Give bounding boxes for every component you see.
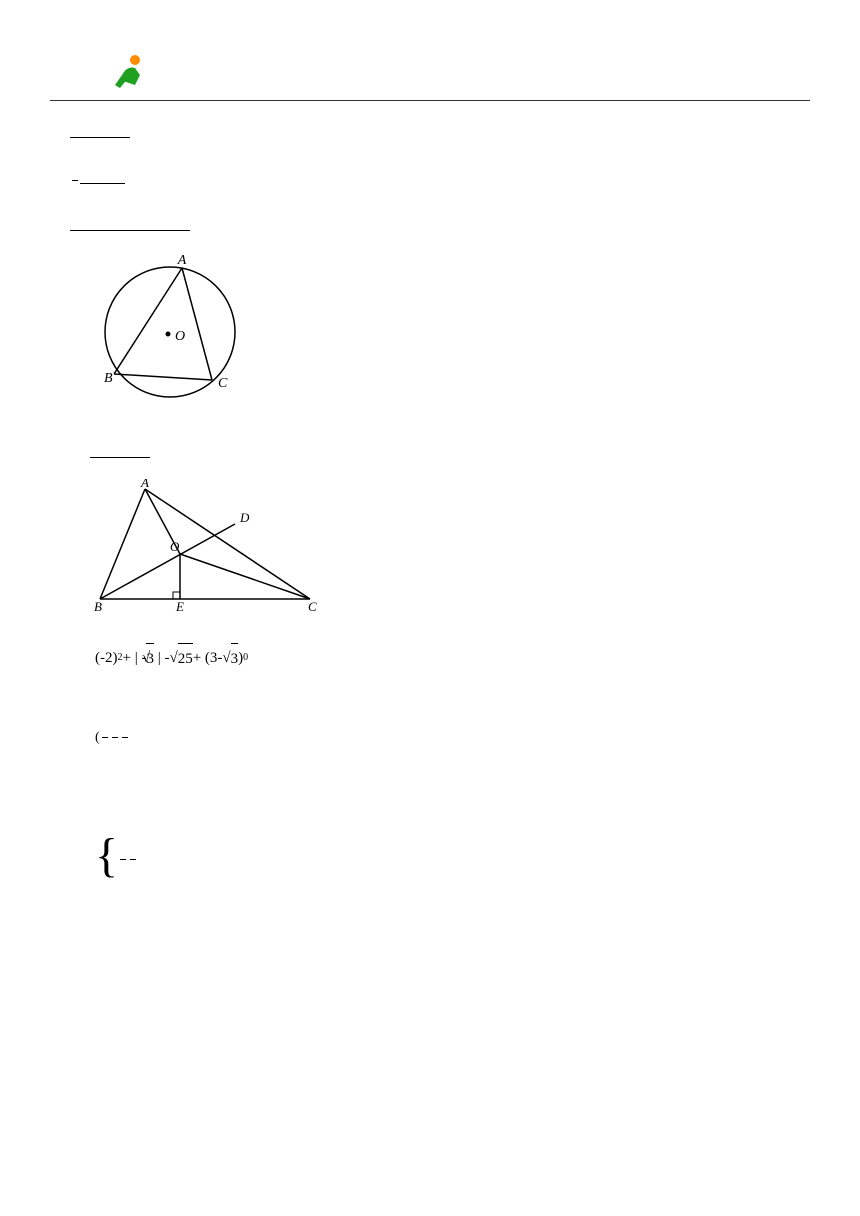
svg-text:A: A [177, 253, 187, 268]
blank [70, 122, 130, 138]
blank [90, 442, 150, 458]
svg-text:O: O [170, 539, 180, 554]
formula-y-kx [70, 180, 80, 181]
question-18: A B C D E O [70, 441, 790, 625]
blank [80, 168, 125, 184]
svg-text:A: A [140, 479, 149, 490]
question-19: (-2)2 + | -3√ | -√25 + (3-√3)0 ( [70, 643, 790, 752]
diagram-triangle: A B C D E O [90, 479, 790, 625]
question-15 [70, 121, 790, 149]
svg-text:B: B [104, 371, 113, 386]
svg-text:D: D [239, 510, 250, 525]
page-header [50, 0, 810, 101]
question-16 [70, 167, 790, 196]
svg-text:C: C [218, 376, 228, 391]
logo-icon [110, 50, 150, 90]
q19-part2: ( [95, 724, 790, 752]
inequality-system: { [95, 832, 138, 880]
question-20: { [70, 832, 790, 880]
question-17: A B C O [70, 214, 790, 423]
blank [70, 215, 190, 231]
content-area: A B C O A B C D [0, 101, 860, 920]
svg-text:O: O [175, 329, 185, 344]
logo [110, 50, 158, 90]
q19-part1: (-2)2 + | -3√ | -√25 + (3-√3)0 [95, 643, 790, 674]
svg-text:C: C [308, 599, 317, 614]
svg-text:B: B [94, 599, 102, 614]
diagram-circle: A B C O [90, 252, 790, 423]
svg-text:E: E [175, 599, 184, 614]
q20-part2: { [95, 832, 790, 880]
